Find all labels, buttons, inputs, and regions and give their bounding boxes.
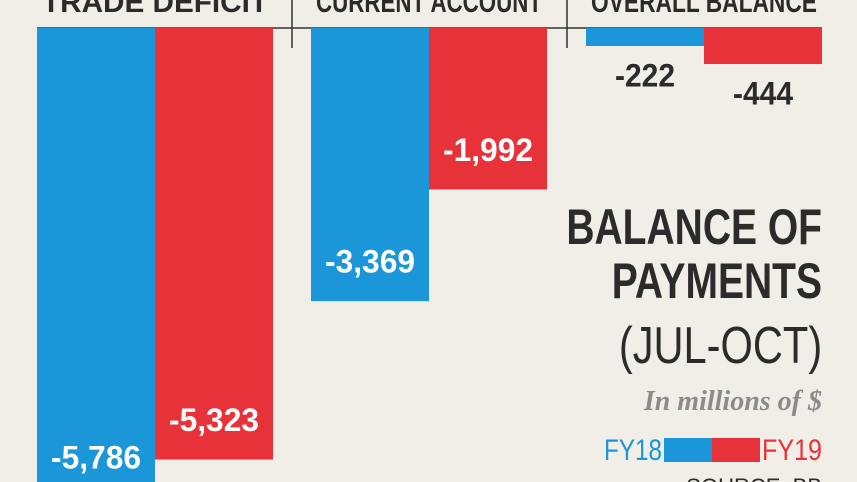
value-label: -5,786 bbox=[51, 440, 141, 476]
chart-subtitle: (JUL-OCT) bbox=[618, 317, 822, 375]
value-label: -3,369 bbox=[325, 244, 415, 280]
value-label: -222 bbox=[615, 57, 675, 93]
legend-label: FY19 bbox=[762, 434, 822, 467]
bar bbox=[429, 28, 547, 190]
bar bbox=[155, 28, 273, 460]
category-label: TRADE DEFICIT bbox=[42, 0, 268, 19]
chart-title: BALANCE OF PAYMENTS bbox=[566, 199, 822, 309]
legend-swatch bbox=[712, 438, 760, 462]
category-label: CURRENT ACCOUNT bbox=[316, 0, 542, 19]
bar bbox=[311, 28, 429, 302]
value-label: -5,323 bbox=[169, 402, 259, 438]
bar bbox=[586, 28, 704, 46]
source: SOURCE: BB bbox=[686, 474, 822, 482]
category-label: OVERALL BALANCE bbox=[591, 0, 817, 19]
bar bbox=[37, 28, 155, 482]
legend-swatch bbox=[664, 438, 712, 462]
bar bbox=[704, 28, 822, 64]
value-label: -444 bbox=[733, 75, 793, 111]
value-label: -1,992 bbox=[443, 132, 533, 168]
unit-note: In millions of $ bbox=[643, 386, 822, 417]
legend-label: FY18 bbox=[604, 434, 662, 467]
